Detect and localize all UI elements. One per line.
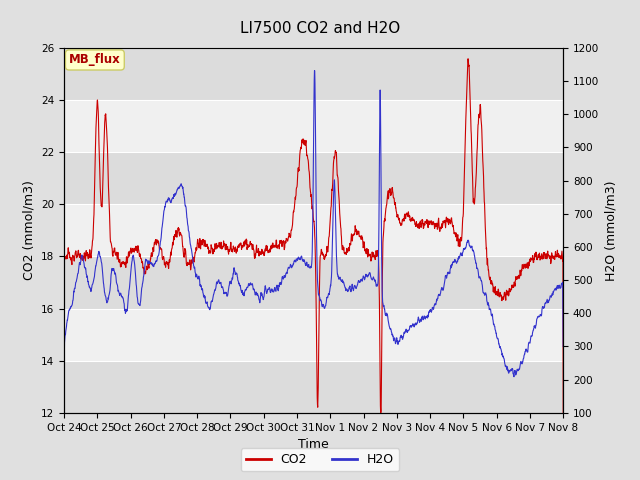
Legend: CO2, H2O: CO2, H2O [241,448,399,471]
Bar [64,152,563,204]
Bar [64,256,563,309]
Y-axis label: H2O (mmol/m3): H2O (mmol/m3) [605,180,618,281]
Bar [64,100,563,152]
Bar [64,48,563,100]
Text: MB_flux: MB_flux [69,53,121,66]
X-axis label: Time: Time [298,438,329,451]
Y-axis label: CO2 (mmol/m3): CO2 (mmol/m3) [22,180,35,280]
Bar [64,360,563,413]
Text: LI7500 CO2 and H2O: LI7500 CO2 and H2O [240,21,400,36]
Bar [64,309,563,360]
Bar [64,204,563,256]
